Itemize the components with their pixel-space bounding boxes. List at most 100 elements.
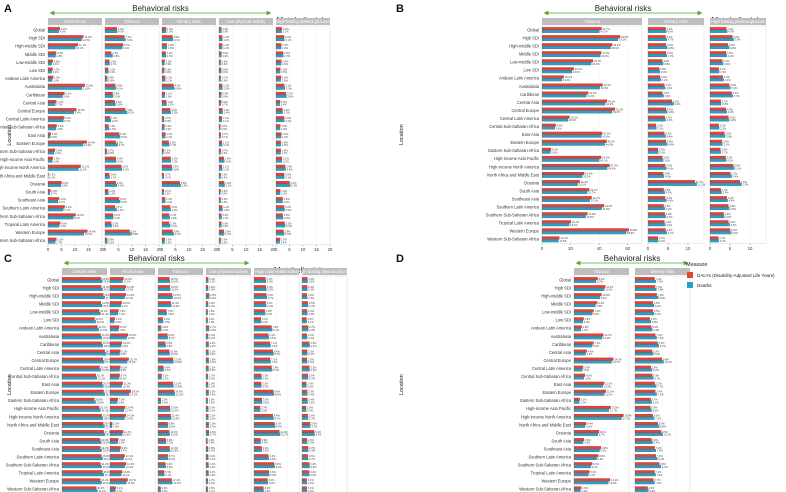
bar-deaths <box>301 465 310 469</box>
bar-value-label: 3.0% <box>661 70 668 74</box>
bar-dalys <box>109 405 126 409</box>
bar-value-label: 2.0% <box>282 43 289 47</box>
facet-title: Dietary risks <box>651 269 675 274</box>
bar-value-label: 1.3% <box>224 208 231 212</box>
location-label-global: Global <box>559 277 571 282</box>
bar-deaths <box>634 304 655 308</box>
bar-dalys <box>161 116 164 120</box>
bar-value-label: 3.4% <box>286 165 293 169</box>
bar-value-label: 12.5% <box>609 481 617 485</box>
bar-value-label: 32.6% <box>100 328 108 332</box>
bar-value-label: 0.7% <box>108 148 115 152</box>
bar-dalys <box>573 446 602 450</box>
bar-value-label: 0.5% <box>164 151 171 155</box>
facet-title: Dietary risks <box>73 269 97 274</box>
facet-title: Tobacco <box>172 269 189 274</box>
bar-dalys <box>157 486 161 490</box>
bar-value-label: 4.5% <box>61 221 68 225</box>
bar-dalys <box>573 357 614 361</box>
bar-deaths <box>541 207 602 211</box>
bar-dalys <box>109 438 119 442</box>
bar-value-label: 4.0% <box>117 156 124 160</box>
location-label-andean-latin-america: Andean Latin America <box>19 326 60 331</box>
bar-dalys <box>253 405 261 409</box>
bar-value-label: 1.6% <box>209 312 216 316</box>
bar-value-label: 1.2% <box>166 200 173 204</box>
bar-value-label: 1.3% <box>224 108 231 112</box>
bar-deaths <box>709 102 722 106</box>
bar-value-label: 8.9% <box>275 462 282 466</box>
bar-deaths <box>161 135 166 139</box>
bar-deaths <box>104 183 117 187</box>
bar-value-label: 3.6% <box>725 131 732 135</box>
bar-deaths <box>47 119 64 123</box>
bar-value-label: 10.4% <box>665 360 673 364</box>
bar-value-label: 8.6% <box>169 422 176 426</box>
facet-strip <box>574 268 629 275</box>
bar-value-label: 36.4% <box>104 417 112 421</box>
bar-value-label: 3.6% <box>663 59 670 63</box>
bar-dalys <box>205 381 209 385</box>
bar-value-label: 3.1% <box>114 216 121 220</box>
location-label-middle-sdi: Middle SDI <box>25 52 45 57</box>
bar-deaths <box>205 400 208 404</box>
facet-strip <box>254 268 299 275</box>
bar-value-label: 12.0% <box>125 277 133 281</box>
bar-deaths <box>541 126 555 130</box>
bar-value-label: 9.2% <box>121 365 128 369</box>
bar-value-label: 6.9% <box>182 184 189 188</box>
bar-deaths <box>157 473 165 477</box>
location-label-tropical-latin-america: Tropical Latin America <box>19 471 60 476</box>
bar-deaths <box>205 465 209 469</box>
bar-dalys <box>541 188 590 192</box>
bar-dalys <box>205 317 208 321</box>
bar-deaths <box>205 376 209 380</box>
bar-dalys <box>634 317 650 321</box>
bar-value-label: 11.0% <box>605 381 613 385</box>
location-label-oceania: Oceania <box>524 180 540 185</box>
location-label-western-sub-saharan-africa: Western Sub-Saharan Africa <box>519 487 572 492</box>
bar-dalys <box>61 293 104 297</box>
bar-dalys <box>205 486 208 490</box>
bar-value-label: 11.3% <box>80 167 88 171</box>
bar-deaths <box>47 29 59 33</box>
bar-deaths <box>709 150 721 154</box>
location-label-low-sdi: Low SDI <box>30 68 45 73</box>
bar-dalys <box>253 333 269 337</box>
bar-value-label: 2.1% <box>581 398 588 402</box>
bar-value-label: 5.4% <box>64 95 71 99</box>
bar-deaths <box>647 46 668 50</box>
bar-dalys <box>647 155 663 159</box>
bar-value-label: 7.8% <box>596 304 603 308</box>
bar-value-label: 3.2% <box>286 208 293 212</box>
bar-deaths <box>634 424 660 428</box>
bar-deaths <box>218 78 221 82</box>
bar-dalys <box>104 189 109 193</box>
bar-dalys <box>61 301 101 305</box>
bar-dalys <box>161 83 174 87</box>
bar-value-label: 31.7% <box>588 191 596 195</box>
bar-value-label: 3.3% <box>584 441 591 445</box>
facet-title: Low physical activity <box>209 269 249 274</box>
bar-value-label: 4.1% <box>665 83 672 87</box>
bar-value-label: 11.5% <box>559 239 567 243</box>
bar-value-label: 3.0% <box>583 368 590 372</box>
bar-value-label: 7.9% <box>743 183 750 187</box>
bar-value-label: 3.6% <box>287 167 294 171</box>
bar-value-label: 8.7% <box>275 352 282 356</box>
bar-deaths <box>104 200 121 204</box>
bar-value-label: 3.4% <box>286 224 293 228</box>
bar-value-label: 6.1% <box>592 465 599 469</box>
bar-deaths <box>161 70 165 74</box>
bar-value-label: 4.6% <box>729 115 736 119</box>
bar-value-label: 3.1% <box>285 119 292 123</box>
bar-value-label: 5.5% <box>165 470 172 474</box>
bar-dalys <box>161 172 164 176</box>
bar-deaths <box>275 86 285 90</box>
bar-value-label: 4.0% <box>117 140 124 144</box>
bar-value-label: 15.7% <box>129 478 137 482</box>
bar-deaths <box>709 215 725 219</box>
legend-title: Measure <box>686 262 707 268</box>
bar-deaths <box>47 86 83 90</box>
bar-value-label: 0.6% <box>222 151 229 155</box>
